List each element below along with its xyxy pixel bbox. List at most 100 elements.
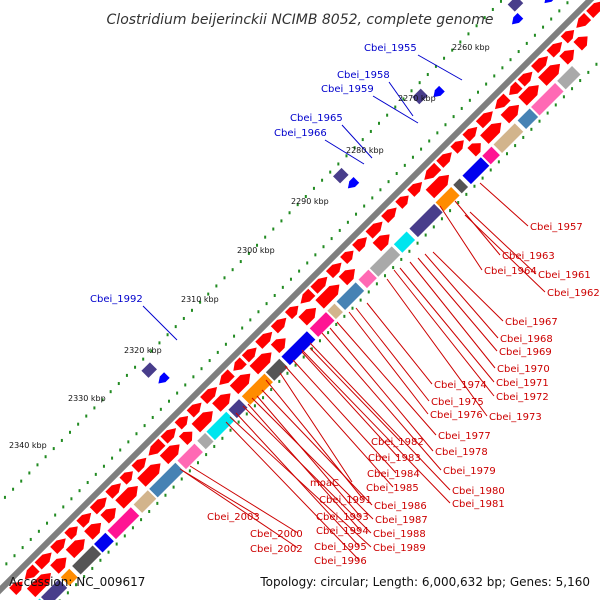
gene-label[interactable]: Cbei_1978 [435, 447, 488, 458]
label-leader-line [284, 365, 394, 488]
label-leader-line [454, 200, 501, 256]
gene-label[interactable]: Cbei_1980 [452, 486, 505, 497]
forward-gene-arrow [186, 402, 202, 418]
gene-label[interactable]: Cbei_1992 [90, 294, 143, 305]
label-leader-line [189, 465, 299, 534]
gene-label[interactable]: Cbei_1963 [502, 251, 555, 262]
label-leader-line [182, 470, 299, 549]
forward-gene-arrow-shape [100, 507, 116, 524]
inner-tick-dot [595, 62, 598, 66]
gene-label[interactable]: Cbei_1975 [431, 397, 484, 408]
outer-tick-dot [499, 0, 502, 3]
gene-label[interactable]: Cbei_1961 [538, 270, 591, 281]
gene-label[interactable]: Cbei_1972 [496, 392, 549, 403]
gene-label[interactable]: Cbei_1989 [373, 543, 426, 554]
forward-gene-arrow-shape [395, 195, 409, 209]
forward-gene-arrow [480, 122, 502, 144]
forward-gene-arrow-shape [178, 431, 193, 446]
gene-label[interactable]: Cbei_2002 [250, 544, 303, 555]
tick-dot [525, 41, 528, 45]
gene-label[interactable]: Cbei_1987 [375, 515, 428, 526]
forward-gene-arrow [450, 140, 464, 154]
forward-gene-arrow-shape [509, 81, 523, 96]
forward-gene-arrow-shape [407, 182, 423, 197]
gene-label[interactable]: Cbei_1969 [499, 347, 552, 358]
label-leader-line [179, 468, 259, 517]
kbp-tick-label: 2290 kbp [291, 197, 329, 206]
gene-label[interactable]: Cbei_2003 [207, 512, 260, 523]
gene-label[interactable]: Cbei_1967 [505, 317, 558, 328]
reverse-gene-arrow [158, 372, 170, 384]
gene-label[interactable]: Cbei_1962 [547, 288, 600, 299]
cog-feature-block [241, 373, 273, 405]
tick-dot [395, 172, 398, 176]
tick-dot [216, 350, 219, 354]
gene-label[interactable]: Cbei_1966 [274, 128, 327, 139]
cog-feature-block [435, 186, 460, 211]
gene-label[interactable]: Cbei_1981 [452, 499, 505, 510]
gene-label[interactable]: Cbei_1955 [364, 43, 417, 54]
gene-label[interactable]: Cbei_1959 [321, 84, 374, 95]
forward-gene-arrow-shape [462, 126, 478, 142]
gene-label[interactable]: Cbei_1994 [316, 526, 369, 537]
leader-lines [142, 54, 546, 561]
tick-dot [314, 253, 317, 257]
forward-gene-arrow-shape [560, 29, 575, 44]
gene-label[interactable]: Cbei_1965 [290, 113, 343, 124]
outer-tick-dot [158, 341, 161, 345]
gene-label[interactable]: Cbei_1971 [496, 378, 549, 389]
inner-tick-dot [91, 566, 94, 570]
gene-label[interactable]: Cbei_1985 [366, 483, 419, 494]
gene-label[interactable]: Cbei_1986 [374, 501, 427, 512]
forward-gene-arrow [200, 387, 218, 405]
gene-label[interactable]: Cbei_2000 [250, 529, 303, 540]
tick-dot [485, 82, 488, 86]
inner-tick-dot [213, 444, 216, 448]
gene-label[interactable]: Cbei_1991 [319, 495, 372, 506]
gene-label[interactable]: Cbei_1984 [367, 469, 420, 480]
gene-label[interactable]: Cbei_1974 [434, 380, 487, 391]
gene-label[interactable]: Cbei_1988 [373, 529, 426, 540]
outer-tick-dot [491, 7, 494, 11]
tick-dot [265, 302, 268, 306]
tick-dot [330, 237, 333, 241]
tick-dot [289, 277, 292, 281]
cog-feature-block [453, 178, 469, 194]
gene-label[interactable]: moaC [310, 478, 339, 489]
gene-label[interactable]: Cbei_1957 [530, 222, 583, 233]
tick-dot [355, 212, 358, 216]
gene-label[interactable]: Cbei_1993 [316, 512, 369, 523]
forward-gene-arrow-shape [310, 276, 328, 294]
cog-feature-block-body [281, 331, 316, 366]
outer-tick-dot [337, 162, 340, 166]
label-leader-line [348, 311, 429, 415]
gene-label[interactable]: Cbei_1996 [314, 556, 367, 567]
tick-dot [533, 33, 536, 37]
inner-tick-dot [424, 233, 427, 237]
gene-label[interactable]: Cbei_1995 [314, 542, 367, 553]
gene-label[interactable]: Cbei_1958 [337, 70, 390, 81]
gene-label[interactable]: Cbei_1970 [497, 364, 550, 375]
inner-tick-dot [66, 591, 69, 595]
forward-gene-arrow [395, 195, 409, 209]
gene-label[interactable]: Cbei_1983 [368, 453, 421, 464]
forward-gene-arrow-shape [270, 317, 287, 334]
gene-label[interactable]: Cbei_1982 [371, 437, 424, 448]
gene-label[interactable]: Cbei_1979 [443, 466, 496, 477]
forward-gene-arrow-shape [494, 93, 511, 110]
outer-tick-dot [85, 414, 88, 418]
gene-label[interactable]: Cbei_1968 [500, 334, 553, 345]
tick-dot [379, 188, 382, 192]
inner-tick-dot [270, 388, 273, 392]
outer-tick-dot [166, 333, 169, 337]
tick-dot [241, 326, 244, 330]
gene-label[interactable]: Cbei_1964 [484, 266, 537, 277]
forward-gene-arrow-shape [233, 357, 247, 371]
inner-tick-dot [302, 355, 305, 359]
inner-tick-dot [318, 339, 321, 343]
gene-label[interactable]: Cbei_1977 [438, 431, 491, 442]
outer-tick-dot [394, 105, 397, 109]
forward-gene-arrow-shape [576, 13, 592, 28]
gene-label[interactable]: Cbei_1973 [489, 412, 542, 423]
gene-label[interactable]: Cbei_1976 [430, 410, 483, 421]
